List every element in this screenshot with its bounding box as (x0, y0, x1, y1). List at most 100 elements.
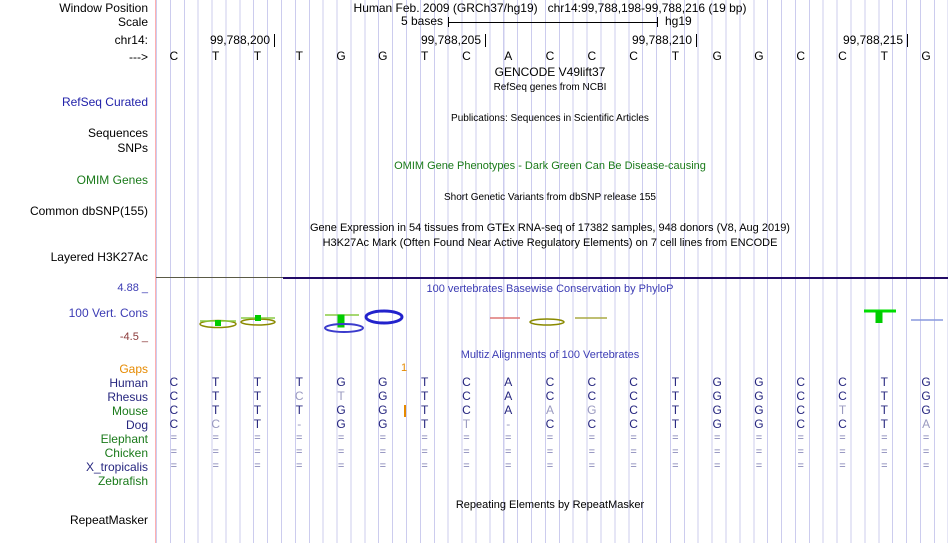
alignment-base-mouse: T (253, 403, 262, 417)
reference-base: T (671, 49, 680, 63)
phylop-marker (200, 320, 236, 322)
track-label-layered-h3k27ac[interactable]: Layered H3K27Ac (50, 250, 148, 264)
alignment-base-mouse: G (587, 403, 597, 417)
track-title-multiz-alignments-of-100-vertebrates[interactable]: Multiz Alignments of 100 Vertebrates (460, 349, 640, 361)
alignment-base-dog: - (506, 417, 511, 431)
scale-genome-label: hg19 (665, 14, 692, 28)
alignment-base-mouse: T (671, 403, 680, 417)
alignment-base-x-tropicalis: = (672, 460, 679, 472)
track-label-dog[interactable]: Dog (125, 418, 148, 432)
phylop-marker (255, 315, 261, 321)
alignment-base-mouse: G (336, 403, 346, 417)
alignment-base-human: T (671, 375, 680, 389)
track-label-human[interactable]: Human (109, 376, 148, 390)
track-title-repeating-elements-by-repeatmasker[interactable]: Repeating Elements by RepeatMasker (455, 499, 645, 511)
ruler-coordinate: 99,788,200 (209, 33, 270, 47)
track-title-gencode-v49lift37[interactable]: GENCODE V49lift37 (494, 65, 606, 79)
alignment-base-x-tropicalis: = (212, 460, 219, 472)
alignment-base-mouse: A (545, 403, 554, 417)
alignment-base-chicken: = (296, 446, 303, 458)
alignment-base-rhesus: C (462, 389, 471, 403)
alignment-base-chicken: = (254, 446, 261, 458)
alignment-base-mouse: C (796, 403, 806, 417)
alignment-base-x-tropicalis: = (421, 460, 428, 472)
track-label-elephant[interactable]: Elephant (100, 432, 148, 446)
track-label-zebrafish[interactable]: Zebrafish (97, 474, 148, 488)
track-label-snps[interactable]: SNPs (117, 141, 148, 155)
reference-base: T (212, 49, 220, 63)
ruler-coordinate: 99,788,210 (631, 33, 692, 47)
track-label-chicken[interactable]: Chicken (104, 446, 148, 460)
reference-base: C (587, 49, 597, 63)
reference-base: C (629, 49, 638, 63)
track-label-mouse[interactable]: Mouse (111, 404, 148, 418)
alignment-base-elephant: = (588, 432, 595, 444)
alignment-base-elephant: = (713, 432, 721, 444)
alignment-base-mouse: G (754, 403, 764, 417)
reference-base: T (295, 49, 303, 63)
alignment-base-human: A (504, 375, 513, 389)
alignment-base-rhesus: C (169, 389, 179, 403)
alignment-base-chicken: = (170, 446, 178, 458)
alignment-base-dog: T (880, 417, 888, 431)
alignment-base-mouse: G (378, 403, 388, 417)
track-label-rhesus[interactable]: Rhesus (107, 390, 148, 404)
alignment-base-elephant: = (672, 432, 679, 444)
track-title-publications-sequences-in-scientific-art[interactable]: Publications: Sequences in Scientific Ar… (451, 113, 649, 124)
alignment-base-dog: C (545, 417, 555, 431)
track-label-repeatmasker[interactable]: RepeatMasker (69, 513, 148, 527)
alignment-base-elephant: = (546, 432, 554, 444)
alignment-base-human: G (712, 375, 722, 389)
track-label-refseq-curated[interactable]: RefSeq Curated (61, 95, 148, 109)
alignment-base-human: C (169, 375, 179, 389)
ruler-coordinate: 99,788,215 (842, 33, 903, 47)
track-label-common-dbsnp-155-[interactable]: Common dbSNP(155) (29, 204, 148, 218)
alignment-base-human: C (629, 375, 638, 389)
track-label-sequences[interactable]: Sequences (87, 126, 148, 140)
track-title-100-vertebrates-basewise-conservation-by[interactable]: 100 vertebrates Basewise Conservation by… (426, 283, 674, 295)
track-label-omim-genes[interactable]: OMIM Genes (76, 173, 148, 187)
track-label-x-tropicalis[interactable]: X_tropicalis (85, 460, 148, 474)
alignment-base-chicken: = (839, 446, 846, 458)
alignment-base-x-tropicalis: = (922, 460, 930, 472)
track-label-100-vert-cons[interactable]: 100 Vert. Cons (68, 306, 148, 320)
alignment-base-mouse: C (462, 403, 471, 417)
alignment-base-mouse: A (504, 403, 513, 417)
alignment-base-dog: C (838, 417, 847, 431)
phylop-marker (490, 317, 520, 319)
alignment-base-human: C (838, 375, 847, 389)
reference-base: C (545, 49, 555, 63)
alignment-base-mouse: T (295, 403, 303, 417)
phylop-marker (240, 318, 276, 326)
alignment-base-elephant: = (881, 432, 888, 444)
alignment-base-elephant: = (922, 432, 930, 444)
alignment-base-dog: C (587, 417, 597, 431)
track-title-omim-gene-phenotypes-dark-green-can-be-d[interactable]: OMIM Gene Phenotypes - Dark Green Can Be… (394, 160, 706, 172)
alignment-base-x-tropicalis: = (713, 460, 721, 472)
track-title-gene-expression-in-54-tissues-from-gtex-[interactable]: Gene Expression in 54 tissues from GTEx … (310, 222, 790, 234)
ruler-tick (485, 34, 486, 47)
alignment-base-chicken: = (672, 446, 679, 458)
alignment-base-rhesus: G (712, 389, 722, 403)
alignment-base-dog: T (253, 417, 262, 431)
track-title-h3k27ac-mark-often-found-near-active-reg[interactable]: H3K27Ac Mark (Often Found Near Active Re… (322, 237, 778, 249)
alignment-base-x-tropicalis: = (881, 460, 888, 472)
alignment-base-elephant: = (296, 432, 303, 444)
reference-base: C (796, 49, 806, 63)
alignment-base-elephant: = (421, 432, 428, 444)
reference-base: G (712, 49, 722, 63)
alignment-base-chicken: = (379, 446, 387, 458)
alignment-base-human: T (420, 375, 429, 389)
track-label--4-5-: -4.5 _ (119, 331, 148, 343)
scale-value-label: 5 bases (400, 14, 443, 28)
alignment-base-dog: T (671, 417, 680, 431)
track-title-short-genetic-variants-from-dbsnp-releas[interactable]: Short Genetic Variants from dbSNP releas… (444, 192, 656, 203)
alignment-base-mouse: T (880, 403, 888, 417)
alignment-base-dog: G (754, 417, 764, 431)
track-label-gaps[interactable]: Gaps (119, 362, 148, 376)
track-title-refseq-genes-from-ncbi[interactable]: RefSeq genes from NCBI (493, 82, 607, 93)
phylop-marker (575, 317, 607, 319)
alignment-base-rhesus: T (253, 389, 262, 403)
alignment-base-human: G (336, 375, 346, 389)
